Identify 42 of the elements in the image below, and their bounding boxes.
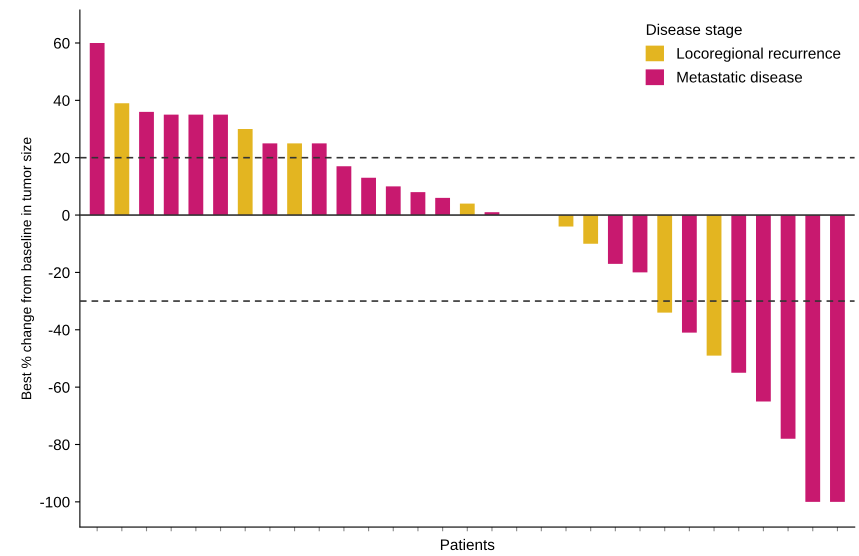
bar <box>336 166 352 216</box>
bar <box>682 215 697 333</box>
y-tick-label: 60 <box>54 38 70 49</box>
bar <box>114 103 130 216</box>
legend-title: Disease stage <box>646 24 742 38</box>
bar <box>608 215 623 264</box>
bar <box>238 129 253 216</box>
bar <box>731 215 746 373</box>
bar <box>805 215 820 502</box>
bar <box>90 42 105 216</box>
y-tick-label: -20 <box>48 267 70 278</box>
bar <box>780 215 796 439</box>
bar <box>287 143 302 216</box>
y-tick-label: -40 <box>48 324 70 336</box>
bar <box>386 186 401 216</box>
bar <box>460 204 475 216</box>
bar <box>164 114 179 216</box>
bar <box>830 215 845 502</box>
bar <box>213 114 228 216</box>
bar <box>312 143 327 216</box>
y-tick-label: 40 <box>54 95 70 106</box>
y-tick-label: -100 <box>40 496 70 508</box>
y-tick-label: -60 <box>48 382 70 393</box>
bar <box>435 198 450 216</box>
bar <box>188 114 204 216</box>
y-tick-label: 20 <box>54 152 70 164</box>
bar <box>657 215 672 313</box>
legend-label: Locoregional recurrence <box>677 48 840 62</box>
bar <box>583 215 598 244</box>
y-axis-title: Best % change from baseline in tumor size <box>21 138 34 400</box>
x-axis-title: Patients <box>440 538 494 550</box>
bar <box>410 192 426 216</box>
bar <box>558 215 574 227</box>
bar <box>756 215 771 402</box>
bar <box>262 143 278 216</box>
legend-label: Metastatic disease <box>677 71 802 83</box>
y-tick-label: -80 <box>48 439 70 450</box>
bar <box>361 178 376 216</box>
y-tick-label: 0 <box>62 210 70 221</box>
bar <box>632 215 648 272</box>
bar <box>139 112 154 216</box>
bar <box>706 215 722 356</box>
